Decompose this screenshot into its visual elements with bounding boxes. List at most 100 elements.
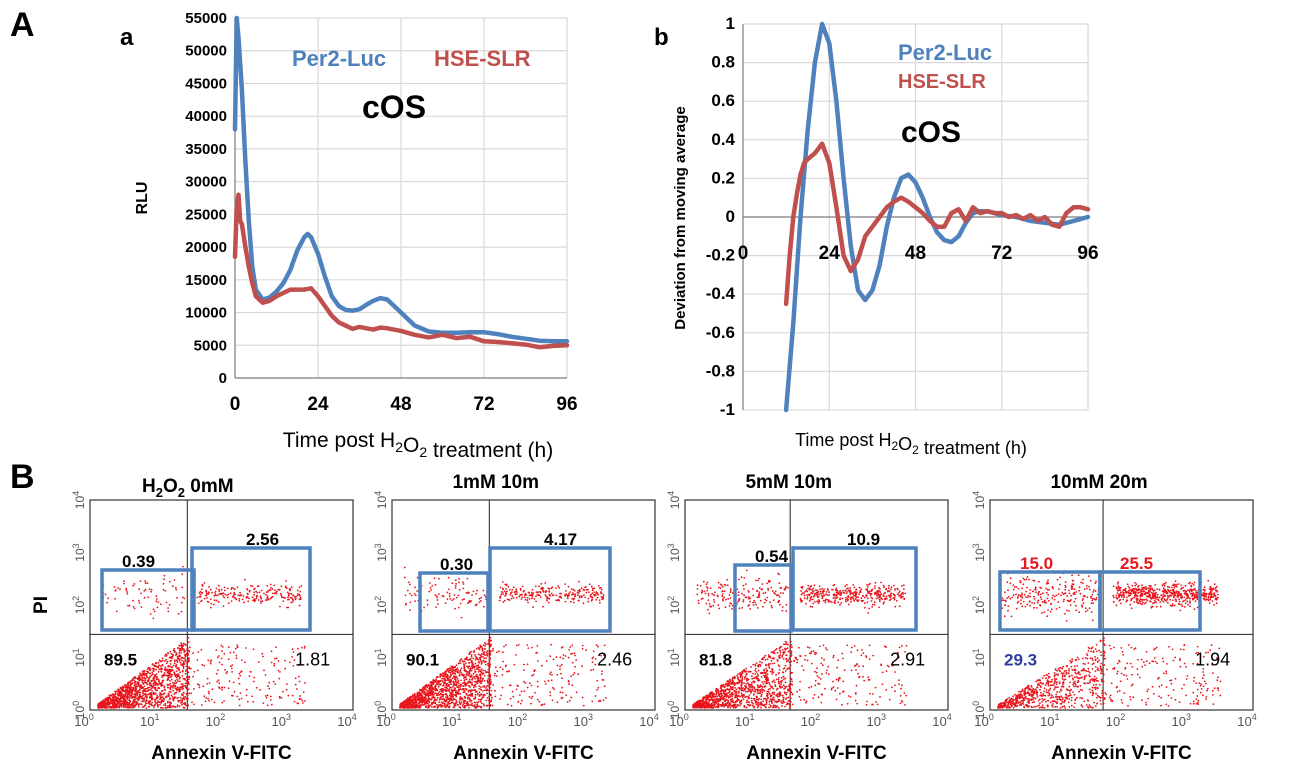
x-tick-label: 103 bbox=[1172, 712, 1191, 729]
x-tick-label: 100 bbox=[974, 712, 993, 729]
x-tick-label: 72 bbox=[473, 394, 494, 415]
flow-panel-title: 10mM 20m bbox=[1050, 472, 1147, 493]
plot-frame bbox=[684, 499, 949, 711]
series-line-hse-slr bbox=[232, 192, 570, 350]
y-tick-label: 5000 bbox=[194, 337, 227, 354]
x-axis-title: Annexin V-FITC bbox=[453, 743, 594, 764]
x-tick-label: 96 bbox=[556, 394, 577, 415]
y-tick-label: -0.2 bbox=[706, 246, 735, 265]
legend-per2-luc: Per2-Luc bbox=[292, 46, 386, 71]
cos-annotation: cOS bbox=[901, 116, 961, 149]
quadrant-lower-right-value: 1.81 bbox=[295, 649, 330, 669]
y-tick-label: 103 bbox=[971, 543, 987, 561]
x-tick-label: 103 bbox=[574, 712, 593, 729]
quadrant-upper-right-value: 10.9 bbox=[847, 530, 880, 549]
y-tick-label: -0.8 bbox=[706, 361, 735, 380]
y-tick-label: 30000 bbox=[185, 174, 227, 191]
quadrant-lower-left-value: 81.8 bbox=[699, 650, 732, 669]
y-tick-label: 50000 bbox=[185, 43, 227, 60]
quadrant-upper-right-value: 2.56 bbox=[246, 530, 279, 549]
gate-upper-right bbox=[1098, 570, 1202, 632]
y-tick-label: 0.4 bbox=[711, 130, 735, 149]
legend-hse-slr: HSE-SLR bbox=[434, 46, 531, 71]
x-tick-label: 100 bbox=[376, 712, 395, 729]
x-axis-title: Annexin V-FITC bbox=[1051, 743, 1192, 764]
y-tick-label: 20000 bbox=[185, 239, 227, 256]
quadrant-upper-left-value: 0.30 bbox=[440, 555, 473, 574]
event-dots bbox=[692, 569, 908, 709]
x-tick-label: 103 bbox=[867, 712, 886, 729]
y-tick-label: 101 bbox=[71, 648, 87, 666]
y-tick-label: 0.6 bbox=[711, 91, 735, 110]
x-tick-label: 104 bbox=[932, 712, 951, 729]
y-tick-label: 25000 bbox=[185, 206, 227, 223]
x-tick-label: 24 bbox=[307, 394, 329, 415]
y-tick-label: 0.8 bbox=[711, 53, 735, 72]
y-tick-label: -0.6 bbox=[706, 323, 735, 342]
flow-plot-1: 0.39 2.56 89.5 1.81 H2O2 0mM 100 101 102 103 104 1… bbox=[71, 476, 357, 764]
event-dots bbox=[97, 565, 306, 709]
gate-upper-left bbox=[100, 568, 196, 632]
quadrant-upper-left-value: 0.39 bbox=[122, 552, 155, 571]
y-tick-label: 104 bbox=[71, 491, 87, 509]
flow-panel-title: H2O2 0mM bbox=[142, 476, 234, 500]
x-tick-label: 96 bbox=[1077, 243, 1098, 264]
gate-upper-left bbox=[733, 563, 793, 633]
y-tick-label: 104 bbox=[666, 491, 682, 509]
flow-plot-4: 15.0 25.5 29.3 1.94 10mM 20m 100 101 102 103 104 1… bbox=[971, 472, 1257, 764]
x-tick-label: 102 bbox=[206, 712, 225, 729]
flow-plot-3: 0.54 10.9 81.8 2.91 5mM 10m 100 101 102 103 104 10… bbox=[666, 472, 952, 764]
y-tick-label: 100 bbox=[373, 701, 389, 719]
x-tick-label: 104 bbox=[337, 712, 356, 729]
gate-upper-right bbox=[488, 546, 612, 633]
y-tick-label: 100 bbox=[666, 701, 682, 719]
y-tick-label: 0 bbox=[726, 207, 735, 226]
series-line-hse-slr bbox=[783, 141, 1091, 307]
y-tick-label: 45000 bbox=[185, 75, 227, 92]
x-tick-label: 48 bbox=[390, 394, 411, 415]
x-tick-label: 104 bbox=[1237, 712, 1256, 729]
quadrant-lower-right-value: 2.46 bbox=[597, 649, 632, 669]
x-tick-label: 100 bbox=[669, 712, 688, 729]
x-tick-label: 48 bbox=[905, 243, 926, 264]
x-axis-title: Time post H2O2 treatment (h) bbox=[283, 429, 553, 462]
flow-plot-2: 0.30 4.17 90.1 2.46 1mM 10m 100 101 102 103 104 10… bbox=[373, 472, 659, 764]
y-tick-label: 40000 bbox=[185, 108, 227, 125]
y-tick-label: 101 bbox=[373, 648, 389, 666]
y-tick-label: 102 bbox=[666, 596, 682, 614]
x-tick-label: 72 bbox=[991, 243, 1012, 264]
y-tick-label: 15000 bbox=[185, 272, 227, 289]
x-axis-title: Annexin V-FITC bbox=[151, 743, 292, 764]
gate-upper-left bbox=[418, 571, 490, 633]
flow-panel-title: 1mM 10m bbox=[452, 472, 539, 493]
quadrant-upper-right-value: 25.5 bbox=[1120, 554, 1153, 573]
event-dots bbox=[399, 566, 607, 709]
x-tick-label: 100 bbox=[74, 712, 93, 729]
y-tick-label: -0.4 bbox=[706, 284, 736, 303]
y-tick-label: 103 bbox=[373, 543, 389, 561]
plot-frame bbox=[391, 499, 656, 711]
y-tick-label: 101 bbox=[666, 648, 682, 666]
chart-b: -1-0.8-0.6-0.4-0.200.20.40.60.810 24 48 72 9… bbox=[672, 14, 1099, 458]
y-tick-label: 103 bbox=[71, 543, 87, 561]
quadrant-lower-left-value: 29.3 bbox=[1004, 650, 1037, 669]
x-tick-label: 24 bbox=[819, 243, 841, 264]
y-tick-label: 10000 bbox=[185, 305, 227, 322]
panel-letter-b: b bbox=[654, 24, 669, 51]
x-tick-label: 0 bbox=[230, 394, 241, 415]
y-tick-label: 102 bbox=[71, 596, 87, 614]
y-tick-label: 104 bbox=[373, 491, 389, 509]
y-tick-label: 102 bbox=[373, 596, 389, 614]
panel-letter-B: B bbox=[10, 458, 35, 496]
x-tick-label: 101 bbox=[140, 712, 159, 729]
x-tick-label: 101 bbox=[735, 712, 754, 729]
x-tick-label: 102 bbox=[508, 712, 527, 729]
y-tick-label: 0.2 bbox=[711, 168, 735, 187]
y-axis-title: Deviation from moving average bbox=[672, 106, 689, 329]
x-axis-title: Annexin V-FITC bbox=[746, 743, 887, 764]
x-axis-title: Time post H2O2 treatment (h) bbox=[795, 430, 1027, 458]
cos-annotation: cOS bbox=[362, 89, 426, 125]
x-tick-label: 0 bbox=[738, 243, 749, 264]
y-tick-label: 100 bbox=[71, 701, 87, 719]
